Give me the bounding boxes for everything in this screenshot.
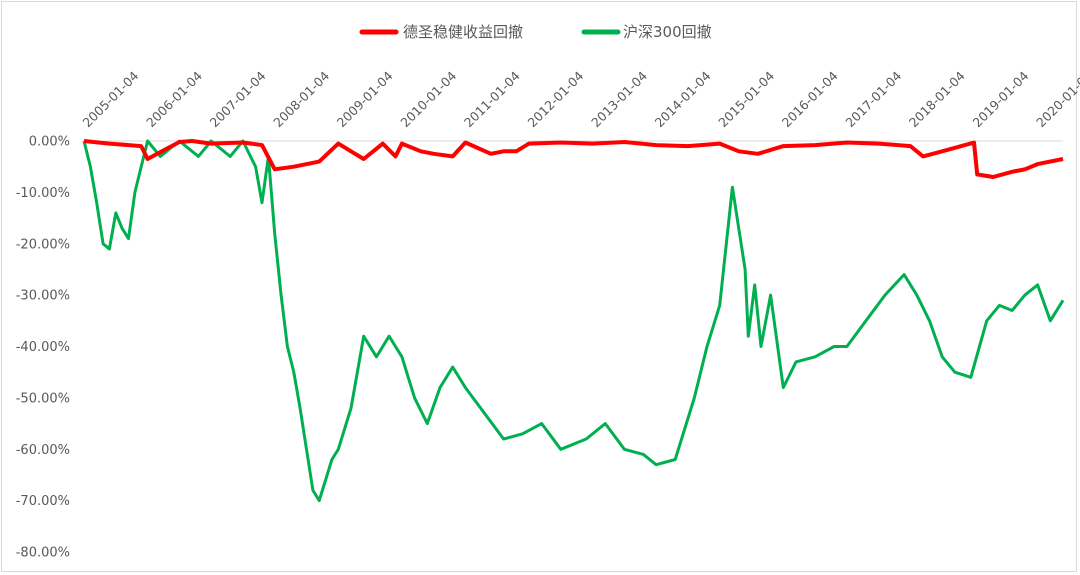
legend-label-series-2: 沪深300回撤	[623, 23, 712, 41]
y-tick-label: -10.00%	[16, 186, 70, 201]
x-tick-label: 2005-01-04	[80, 68, 142, 130]
y-tick-label: -70.00%	[16, 494, 70, 509]
x-tick-label: 2016-01-04	[779, 68, 841, 130]
x-tick-label: 2009-01-04	[334, 68, 396, 130]
legend-label-series-1: 德圣稳健收益回撤	[403, 23, 523, 41]
x-tick-label: 2018-01-04	[906, 68, 968, 130]
y-tick-label: -20.00%	[16, 237, 70, 252]
x-tick-label: 2011-01-04	[461, 68, 523, 130]
x-tick-label: 2014-01-04	[652, 68, 714, 130]
y-tick-label: 0.00%	[29, 135, 70, 150]
plot-area	[82, 139, 1065, 503]
y-tick-label: -80.00%	[16, 546, 70, 561]
x-tick-label: 2017-01-04	[842, 68, 904, 130]
series-line-2	[82, 139, 1065, 503]
y-tick-label: -60.00%	[16, 443, 70, 458]
series-line-1	[83, 139, 1064, 179]
x-tick-label: 2010-01-04	[397, 68, 459, 130]
x-tick-label: 2008-01-04	[270, 68, 332, 130]
y-tick-label: -50.00%	[16, 391, 70, 406]
x-tick-label: 2019-01-04	[970, 68, 1032, 130]
x-axis: 2005-01-04 2006-01-04 2007-01-04 2008-01-04…	[80, 68, 1080, 130]
x-tick-label: 2013-01-04	[588, 68, 650, 130]
x-tick-label: 2015-01-04	[715, 68, 777, 130]
legend: 德圣稳健收益回撤 沪深300回撤	[359, 23, 712, 41]
y-tick-label: -30.00%	[16, 289, 70, 304]
y-tick-label: -40.00%	[16, 340, 70, 355]
x-tick-label: 2006-01-04	[143, 68, 205, 130]
x-tick-label: 2020-01-04	[1033, 68, 1080, 130]
x-tick-label: 2012-01-04	[525, 68, 587, 130]
y-axis: 0.00% -10.00% -20.00% -30.00% -40.00% -50.00%…	[16, 135, 70, 561]
x-tick-label: 2007-01-04	[207, 68, 269, 130]
